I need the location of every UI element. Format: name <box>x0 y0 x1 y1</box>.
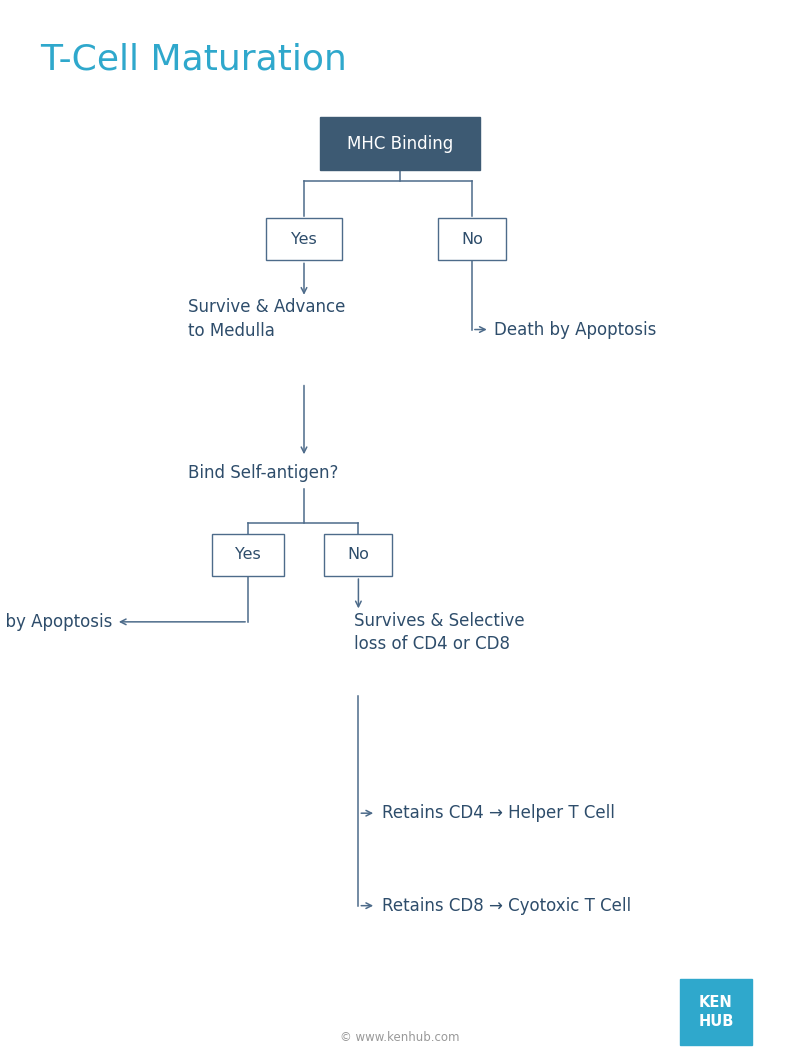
Text: © www.kenhub.com: © www.kenhub.com <box>340 1031 460 1044</box>
Text: Bind Self-antigen?: Bind Self-antigen? <box>188 465 338 482</box>
Text: Retains CD8 → Cyotoxic T Cell: Retains CD8 → Cyotoxic T Cell <box>382 897 631 914</box>
Text: Yes: Yes <box>291 232 317 247</box>
FancyBboxPatch shape <box>325 534 393 576</box>
FancyBboxPatch shape <box>680 979 752 1045</box>
Text: Death by Apoptosis: Death by Apoptosis <box>494 321 656 338</box>
FancyBboxPatch shape <box>212 534 284 576</box>
Text: Yes: Yes <box>235 547 261 562</box>
FancyBboxPatch shape <box>266 218 342 260</box>
Text: No: No <box>347 547 370 562</box>
Text: No: No <box>461 232 483 247</box>
Text: Death by Apoptosis: Death by Apoptosis <box>0 613 112 630</box>
Text: Survive & Advance
to Medulla: Survive & Advance to Medulla <box>188 298 346 340</box>
FancyBboxPatch shape <box>320 117 480 170</box>
Text: Retains CD4 → Helper T Cell: Retains CD4 → Helper T Cell <box>382 805 615 822</box>
FancyBboxPatch shape <box>438 218 506 260</box>
Text: KEN
HUB: KEN HUB <box>698 995 734 1029</box>
Text: MHC Binding: MHC Binding <box>347 135 453 152</box>
Text: Survives & Selective
loss of CD4 or CD8: Survives & Selective loss of CD4 or CD8 <box>354 611 525 654</box>
Text: T-Cell Maturation: T-Cell Maturation <box>40 43 347 77</box>
